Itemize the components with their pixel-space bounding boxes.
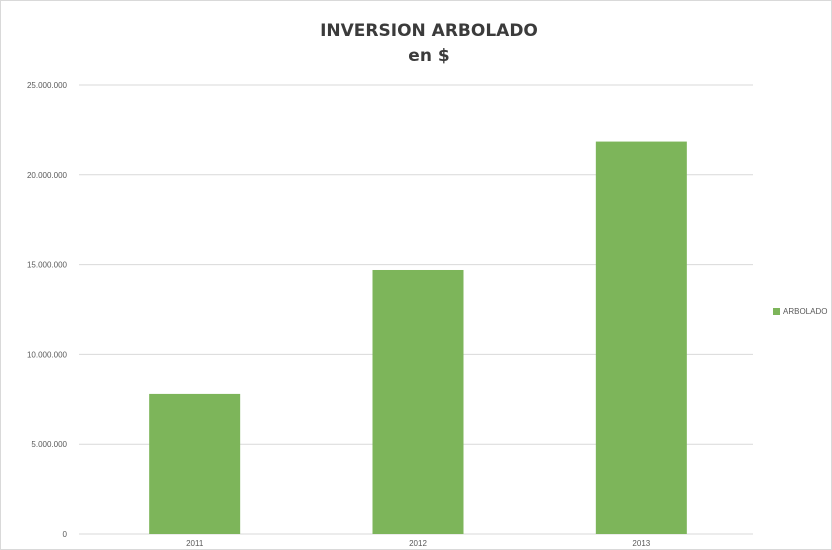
- x-tick-label: 2011: [186, 539, 204, 548]
- y-tick-labels: 0 5.000.000 10.000.000 15.000.000 20.000.000…: [27, 81, 68, 539]
- y-tick-label: 10.000.000: [27, 350, 68, 359]
- legend-label: ARBOLADO: [783, 307, 828, 316]
- y-tick-label: 0: [63, 530, 68, 539]
- chart-subtitle: en $: [408, 46, 450, 66]
- bars: [149, 141, 687, 534]
- y-tick-label: 5.000.000: [31, 440, 67, 449]
- legend-swatch: [773, 308, 780, 315]
- chart-title: INVERSION ARBOLADO: [320, 21, 538, 41]
- bar-2012: [372, 269, 464, 534]
- x-tick-label: 2013: [632, 539, 650, 548]
- y-tick-label: 20.000.000: [27, 171, 68, 180]
- bar-2013: [595, 141, 687, 534]
- y-tick-label: 25.000.000: [27, 81, 68, 90]
- y-tick-label: 15.000.000: [27, 261, 68, 270]
- x-tick-labels: 2011 2012 2013: [186, 539, 651, 548]
- x-tick-label: 2012: [409, 539, 427, 548]
- bar-2011: [149, 393, 241, 534]
- legend: ARBOLADO: [773, 307, 827, 316]
